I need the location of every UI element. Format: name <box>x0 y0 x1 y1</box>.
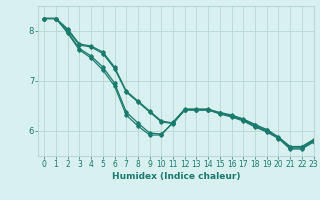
X-axis label: Humidex (Indice chaleur): Humidex (Indice chaleur) <box>112 172 240 181</box>
